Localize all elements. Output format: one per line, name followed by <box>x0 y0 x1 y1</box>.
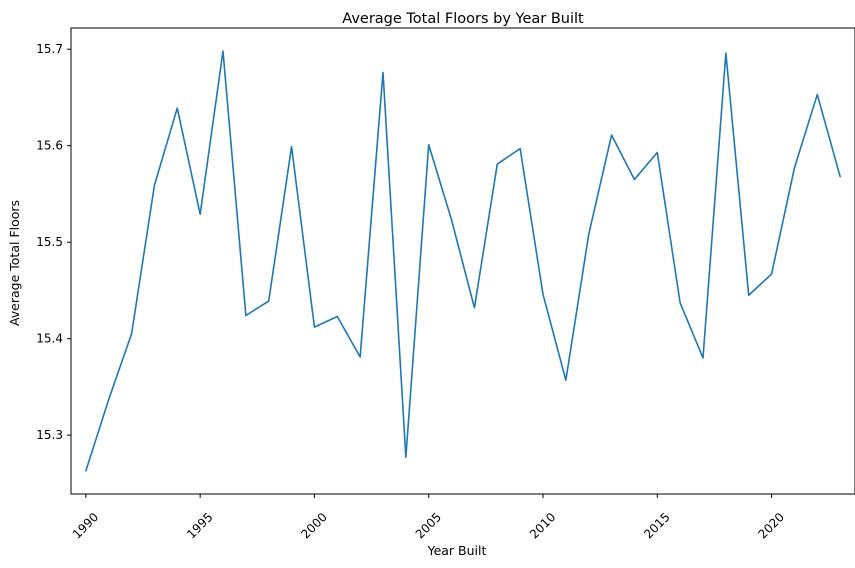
x-tick-label: 2000 <box>298 510 329 541</box>
x-tick-label: 2015 <box>641 510 672 541</box>
y-tick-label: 15.4 <box>36 332 63 346</box>
chart-title: Average Total Floors by Year Built <box>342 11 584 27</box>
x-axis: 1990 1995 2000 2005 2010 2015 2020 <box>70 494 787 541</box>
plot-area <box>85 50 841 472</box>
y-tick-label: 15.5 <box>36 235 63 249</box>
x-tick-label: 1995 <box>184 510 215 541</box>
y-tick-label: 15.7 <box>36 42 63 56</box>
x-tick-label: 2020 <box>756 510 787 541</box>
y-axis: 15.3 15.4 15.5 15.6 15.7 <box>36 42 71 442</box>
x-tick-label: 2005 <box>413 510 444 541</box>
x-axis-label: Year Built <box>427 543 487 558</box>
x-tick-label: 1990 <box>70 510 101 541</box>
y-tick-label: 15.6 <box>36 139 63 153</box>
x-tick-label: 2010 <box>527 510 558 541</box>
series-line-0 <box>85 50 841 472</box>
y-axis-label: Average Total Floors <box>7 200 22 326</box>
y-tick-label: 15.3 <box>36 428 63 442</box>
axes-frame <box>70 27 855 495</box>
